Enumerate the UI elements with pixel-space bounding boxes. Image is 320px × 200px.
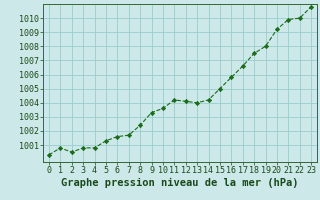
X-axis label: Graphe pression niveau de la mer (hPa): Graphe pression niveau de la mer (hPa) (61, 178, 299, 188)
